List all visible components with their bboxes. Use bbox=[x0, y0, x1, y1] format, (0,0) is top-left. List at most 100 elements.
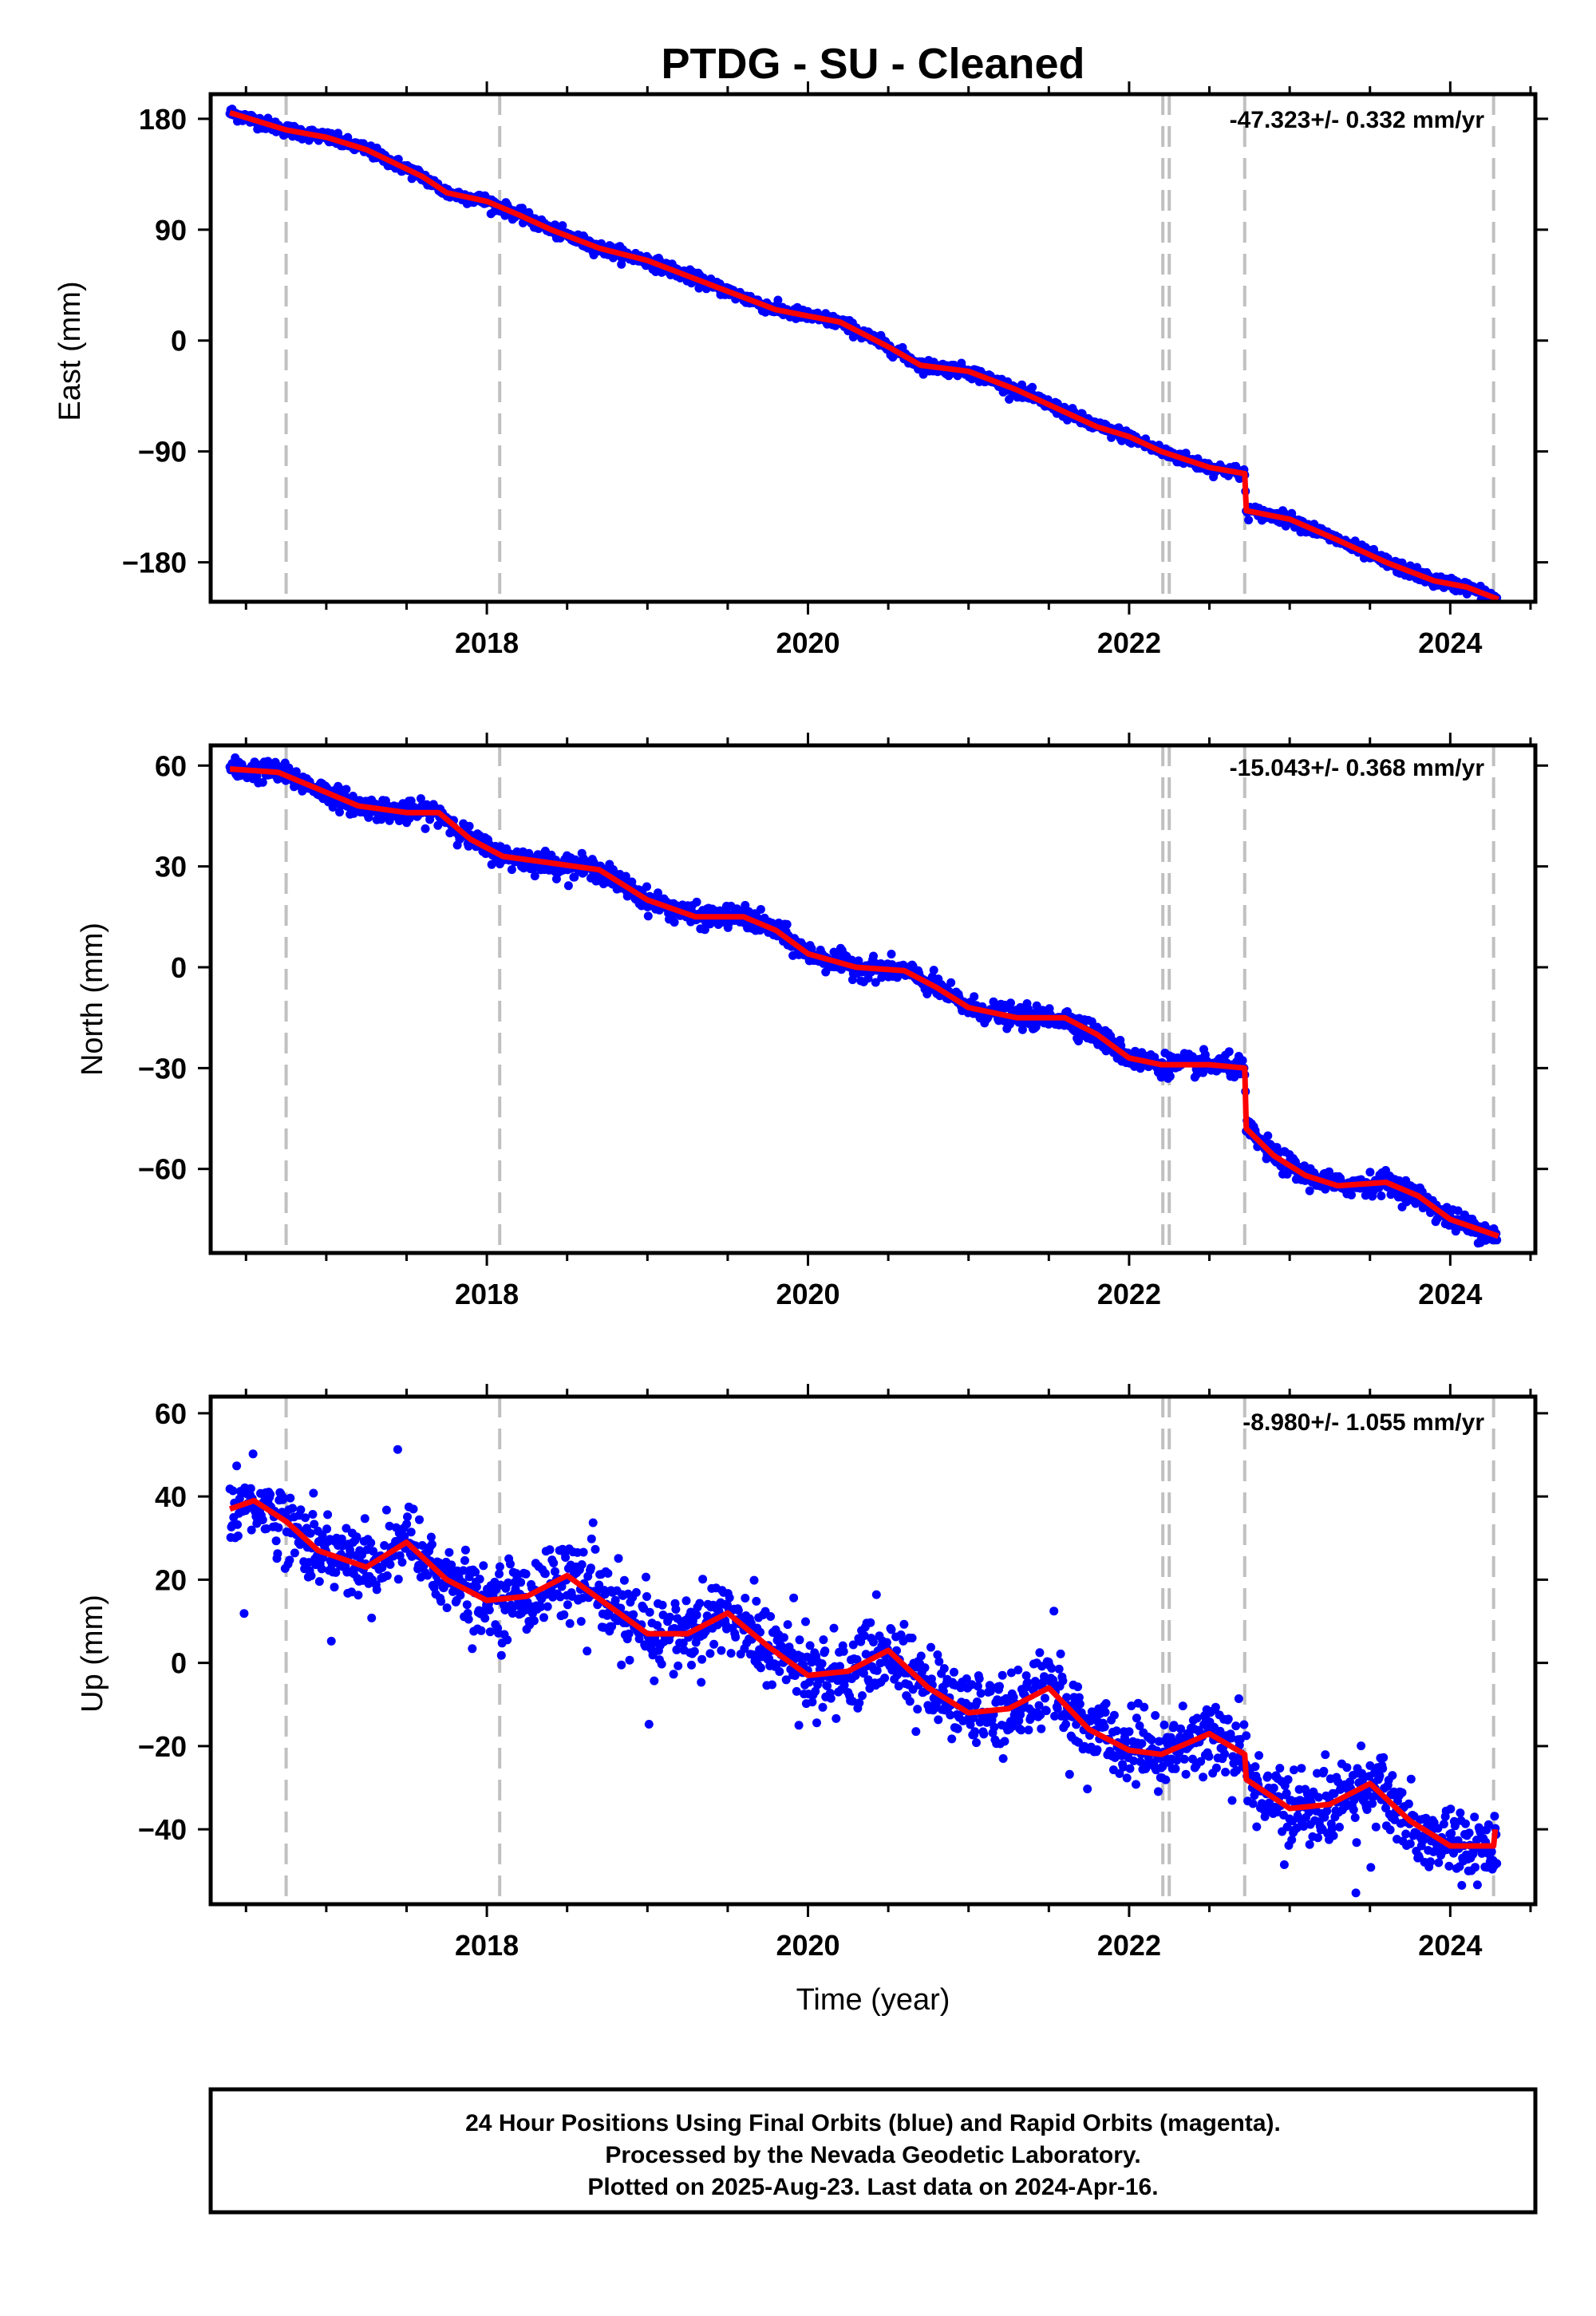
north-point bbox=[782, 919, 792, 929]
up-point bbox=[495, 1569, 504, 1579]
up-point bbox=[768, 1680, 776, 1690]
north-x-tick-label: 2024 bbox=[1418, 1278, 1482, 1310]
up-point bbox=[1137, 1739, 1147, 1749]
north-point bbox=[416, 794, 425, 804]
up-point bbox=[306, 1571, 316, 1580]
up-point bbox=[995, 1682, 1004, 1691]
up-point bbox=[372, 1585, 381, 1595]
north-point bbox=[1453, 1206, 1463, 1215]
up-point bbox=[400, 1531, 409, 1541]
up-point bbox=[1041, 1706, 1051, 1716]
up-point bbox=[472, 1582, 481, 1591]
up-point bbox=[939, 1664, 949, 1674]
up-point bbox=[625, 1655, 634, 1665]
up-point bbox=[342, 1524, 351, 1533]
up-point bbox=[310, 1520, 319, 1529]
up-point bbox=[296, 1505, 306, 1515]
up-point bbox=[516, 1578, 526, 1587]
north-point bbox=[1006, 998, 1015, 1008]
up-point bbox=[962, 1674, 971, 1683]
up-point bbox=[409, 1504, 418, 1514]
up-point bbox=[972, 1697, 982, 1706]
north-y-axis-label: North (mm) bbox=[76, 923, 109, 1076]
up-point bbox=[427, 1539, 437, 1549]
up-point bbox=[464, 1614, 473, 1624]
up-point bbox=[1179, 1754, 1189, 1764]
up-point bbox=[583, 1646, 592, 1656]
north-point bbox=[1024, 1005, 1033, 1014]
up-point bbox=[1250, 1762, 1260, 1772]
up-point bbox=[669, 1670, 678, 1679]
up-point bbox=[820, 1646, 830, 1656]
north-point bbox=[929, 966, 938, 975]
up-point bbox=[347, 1587, 356, 1597]
figure-title: PTDG - SU - Cleaned bbox=[661, 40, 1084, 88]
up-point bbox=[672, 1645, 681, 1654]
up-point bbox=[1158, 1761, 1167, 1771]
up-point bbox=[872, 1666, 882, 1675]
up-point bbox=[495, 1562, 504, 1571]
east-y-tick-label: −90 bbox=[138, 436, 187, 468]
up-point bbox=[1282, 1788, 1291, 1798]
up-point bbox=[385, 1559, 395, 1569]
north-point bbox=[1131, 1046, 1140, 1056]
up-point bbox=[1242, 1731, 1251, 1741]
north-point bbox=[342, 785, 351, 794]
up-point bbox=[1161, 1775, 1171, 1784]
up-point bbox=[970, 1727, 980, 1737]
up-point bbox=[823, 1682, 832, 1690]
up-point bbox=[682, 1621, 692, 1630]
up-point bbox=[920, 1663, 930, 1673]
up-point bbox=[326, 1636, 336, 1646]
up-point bbox=[1287, 1835, 1297, 1844]
north-point bbox=[1263, 1131, 1273, 1140]
up-point bbox=[1223, 1714, 1233, 1724]
up-point bbox=[1100, 1708, 1110, 1717]
up-point bbox=[1176, 1724, 1185, 1733]
up-point bbox=[1232, 1766, 1242, 1775]
up-point bbox=[1220, 1749, 1230, 1759]
up-point bbox=[1013, 1666, 1023, 1674]
up-point bbox=[749, 1575, 759, 1585]
up-point bbox=[1154, 1787, 1163, 1796]
up-point bbox=[826, 1694, 836, 1703]
up-point bbox=[318, 1530, 327, 1539]
north-point bbox=[1156, 1073, 1166, 1082]
up-point bbox=[1275, 1764, 1285, 1773]
up-point bbox=[1132, 1713, 1141, 1723]
up-point bbox=[248, 1449, 258, 1459]
up-point bbox=[290, 1548, 299, 1558]
up-point bbox=[1234, 1694, 1243, 1703]
up-point bbox=[934, 1657, 944, 1666]
up-point bbox=[1021, 1671, 1031, 1681]
north-point bbox=[258, 777, 267, 787]
up-point bbox=[393, 1445, 402, 1454]
up-point bbox=[775, 1667, 784, 1676]
up-point bbox=[354, 1591, 363, 1600]
north-x-tick-label: 2022 bbox=[1097, 1278, 1161, 1310]
up-point bbox=[695, 1599, 705, 1608]
north-point bbox=[643, 911, 653, 921]
up-point bbox=[1119, 1762, 1128, 1772]
up-point bbox=[953, 1724, 962, 1733]
up-point bbox=[577, 1560, 587, 1569]
up-point bbox=[591, 1544, 600, 1554]
up-point bbox=[645, 1607, 654, 1617]
north-point bbox=[530, 871, 539, 881]
up-point bbox=[1092, 1745, 1102, 1754]
up-point bbox=[406, 1528, 416, 1537]
up-point bbox=[468, 1644, 477, 1654]
up-point bbox=[644, 1720, 654, 1729]
up-point bbox=[471, 1567, 480, 1577]
up-point bbox=[1169, 1721, 1179, 1730]
up-point bbox=[866, 1618, 875, 1627]
up-point bbox=[1178, 1701, 1187, 1711]
up-point bbox=[986, 1682, 996, 1692]
up-point bbox=[859, 1631, 869, 1640]
up-point bbox=[1269, 1783, 1278, 1792]
up-point bbox=[1054, 1664, 1064, 1674]
up-point bbox=[1035, 1648, 1045, 1658]
up-point bbox=[855, 1698, 864, 1708]
